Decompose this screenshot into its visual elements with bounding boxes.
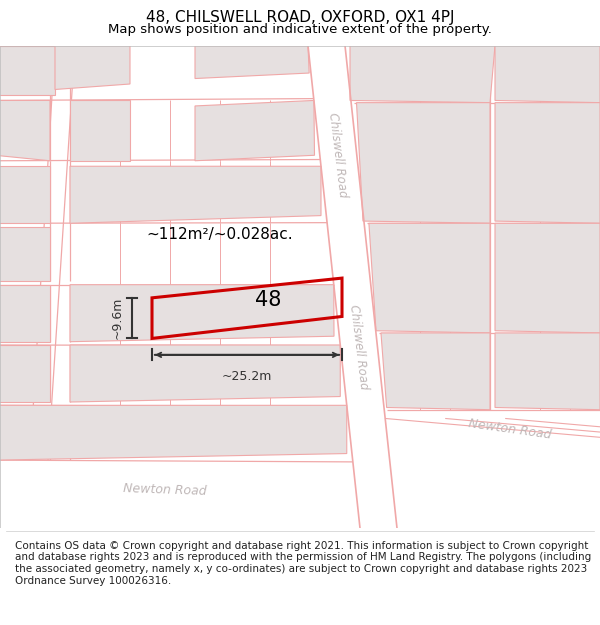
Text: Newton Road: Newton Road [123, 482, 207, 498]
Polygon shape [495, 102, 600, 223]
Polygon shape [55, 46, 130, 89]
Polygon shape [195, 101, 314, 161]
Polygon shape [195, 46, 309, 79]
Polygon shape [70, 345, 340, 402]
Polygon shape [495, 46, 600, 102]
Text: Chilswell Road: Chilswell Road [326, 112, 349, 199]
Polygon shape [70, 166, 321, 223]
Polygon shape [495, 333, 600, 410]
Polygon shape [0, 284, 50, 342]
Polygon shape [369, 223, 490, 333]
Polygon shape [0, 405, 347, 460]
Polygon shape [350, 46, 495, 102]
Polygon shape [0, 46, 55, 95]
Polygon shape [70, 284, 334, 342]
Text: Contains OS data © Crown copyright and database right 2021. This information is : Contains OS data © Crown copyright and d… [15, 541, 591, 586]
Text: 48: 48 [255, 290, 281, 310]
Polygon shape [0, 345, 50, 402]
Text: ~25.2m: ~25.2m [222, 370, 272, 383]
Text: Newton Road: Newton Road [468, 417, 552, 442]
Text: 48, CHILSWELL ROAD, OXFORD, OX1 4PJ: 48, CHILSWELL ROAD, OXFORD, OX1 4PJ [146, 10, 454, 25]
Polygon shape [0, 227, 50, 281]
Text: Chilswell Road: Chilswell Road [347, 304, 370, 391]
Polygon shape [495, 223, 600, 333]
Polygon shape [0, 166, 50, 223]
Polygon shape [381, 333, 490, 410]
Polygon shape [0, 101, 50, 161]
Text: ~9.6m: ~9.6m [111, 297, 124, 339]
Polygon shape [356, 102, 490, 223]
Text: ~112m²/~0.028ac.: ~112m²/~0.028ac. [146, 227, 293, 242]
Text: Map shows position and indicative extent of the property.: Map shows position and indicative extent… [108, 22, 492, 36]
Polygon shape [70, 101, 130, 161]
